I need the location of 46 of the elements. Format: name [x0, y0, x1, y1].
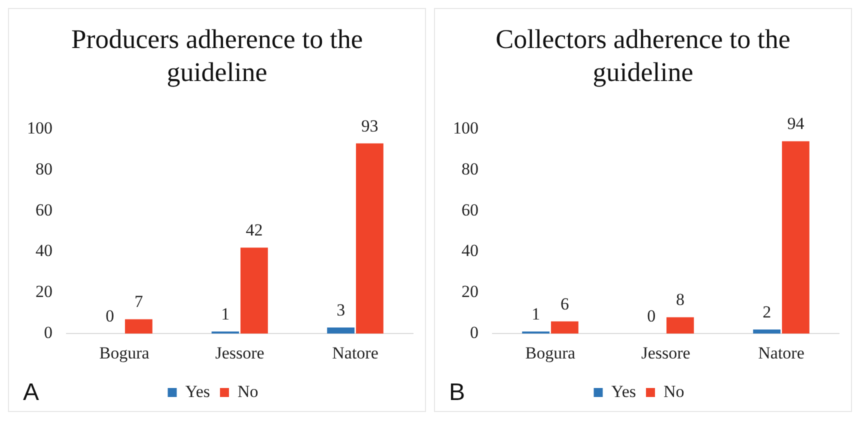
x-tick-label: Bogura — [99, 343, 150, 362]
y-tick-label: 60 — [462, 200, 478, 220]
data-label: 8 — [676, 290, 684, 310]
bar — [356, 143, 384, 334]
chart-title: Producers adherence to the guideline — [70, 23, 364, 89]
x-tick-label: Natore — [332, 343, 378, 362]
data-label: 1 — [532, 304, 540, 324]
text: A — [23, 379, 40, 407]
x-tick-label: Jessore — [641, 343, 690, 362]
bar — [124, 319, 152, 334]
y-tick-label: 100 — [453, 118, 478, 138]
y-tick-label: 0 — [44, 323, 52, 342]
y-tick-label: 80 — [36, 159, 52, 178]
text: B — [449, 379, 466, 407]
legend-label: No — [663, 382, 684, 401]
bar — [550, 321, 578, 334]
data-label: 42 — [246, 220, 263, 240]
x-tick-label: Natore — [758, 343, 804, 362]
data-label: 94 — [787, 114, 805, 134]
bar — [753, 330, 781, 334]
y-tick-label: 80 — [462, 159, 478, 178]
x-tick-label: Bogura — [525, 343, 576, 362]
y-tick-label: 20 — [36, 282, 52, 302]
data-label: 0 — [106, 306, 114, 326]
data-label: 7 — [134, 292, 144, 312]
data-label: 3 — [336, 300, 346, 320]
data-label: 6 — [560, 294, 569, 314]
data-label: 1 — [221, 304, 230, 324]
bar — [782, 141, 810, 334]
bar — [327, 327, 355, 334]
bar — [240, 248, 268, 334]
legend-label: Yes — [185, 382, 210, 401]
y-tick-label: 20 — [462, 282, 478, 302]
data-label: 2 — [762, 302, 772, 322]
bar — [666, 317, 694, 334]
data-label: 0 — [647, 306, 656, 326]
y-tick-label: 40 — [36, 241, 52, 260]
y-tick-label: 100 — [27, 118, 52, 138]
y-tick-label: 0 — [470, 323, 478, 342]
chart-title: Collectors adherence to the guideline — [494, 23, 792, 89]
data-label: 93 — [361, 116, 378, 136]
y-tick-label: 40 — [462, 241, 478, 260]
legend-label: No — [237, 382, 258, 401]
y-tick-label: 60 — [36, 200, 52, 220]
legend-label: Yes — [611, 382, 636, 401]
x-tick-label: Jessore — [215, 343, 264, 362]
